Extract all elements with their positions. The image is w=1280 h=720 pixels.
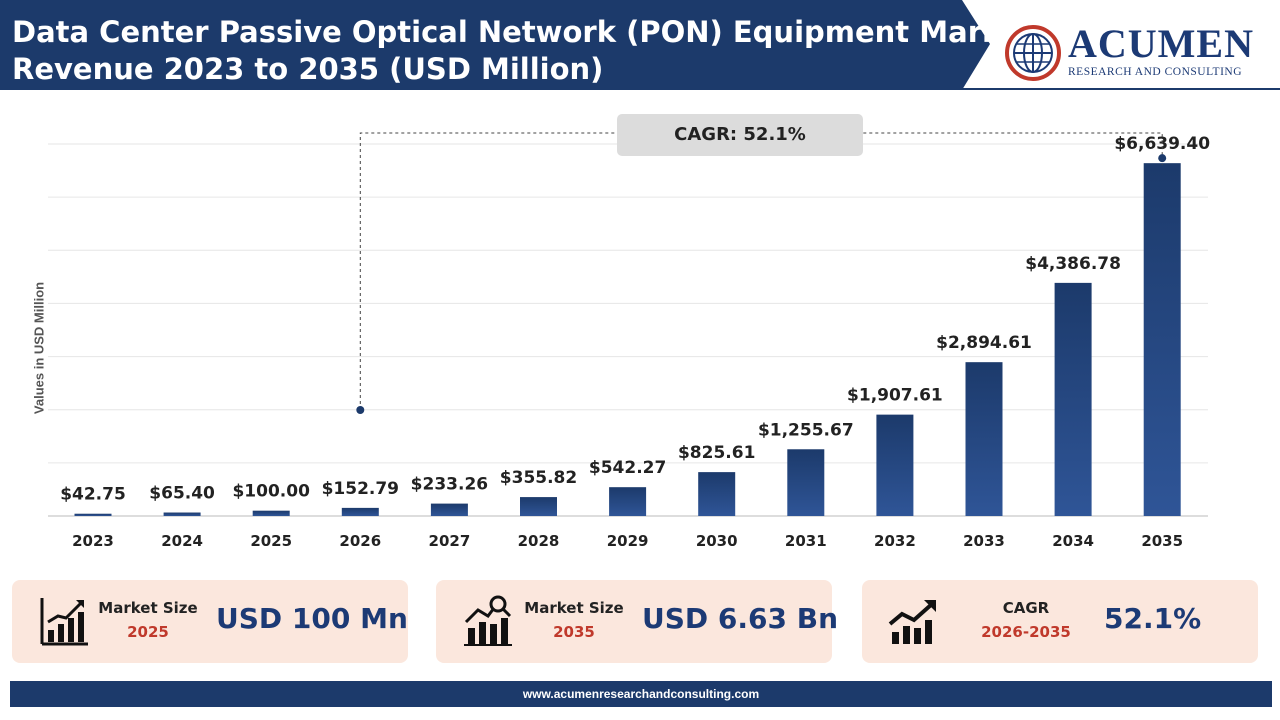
data-label: $42.75 (60, 485, 126, 505)
title-banner-shape (0, 0, 1280, 90)
card-year: 2026-2035 (981, 623, 1071, 641)
chart-title: Data Center Passive Optical Network (PON… (12, 14, 1035, 88)
x-tick-label: 2034 (1052, 532, 1094, 550)
chart-title-line1: Data Center Passive Optical Network (PON… (12, 15, 1035, 49)
chart-area: $42.75 2023 $65.40 2024 $100.00 2025 $152.79 20… (0, 92, 1280, 572)
market-size-2025-value: USD 100 Mn (216, 602, 408, 635)
x-tick-label: 2035 (1141, 532, 1183, 550)
data-label: $6,639.40 (1114, 134, 1210, 154)
cagr-connector-line (359, 132, 1163, 410)
globe-logo-icon (1005, 25, 1061, 81)
bar (74, 513, 112, 516)
bar (698, 472, 736, 516)
data-label: $233.26 (411, 475, 488, 495)
data-label: $1,907.61 (847, 386, 943, 406)
logo-subtitle: RESEARCH AND CONSULTING (1068, 66, 1243, 78)
x-tick-label: 2032 (874, 532, 916, 550)
title-banner: Data Center Passive Optical Network (PON… (0, 0, 1280, 90)
cagr-annotation: CAGR: 52.1% (617, 114, 863, 156)
data-label: $2,894.61 (936, 333, 1032, 353)
connector-start-dot (356, 406, 365, 414)
bar-chart-magnifier-icon (464, 595, 512, 646)
card-label: Market Size (98, 599, 198, 617)
bar (341, 507, 379, 516)
market-size-2025-card: Market Size 2025 USD 100 Mn (12, 580, 408, 663)
x-tick-label: 2024 (161, 532, 203, 550)
bar (430, 503, 468, 516)
x-tick-label: 2025 (250, 532, 292, 550)
x-tick-label: 2029 (607, 532, 649, 550)
y-axis-label: Values in USD Million (31, 281, 47, 415)
data-label: $542.27 (589, 458, 666, 478)
card-year: 2025 (127, 623, 169, 641)
bar (252, 510, 290, 516)
bar (876, 414, 914, 516)
chart-title-line2: Revenue 2023 to 2035 (USD Million) (12, 52, 604, 86)
x-tick-label: 2028 (518, 532, 560, 550)
market-size-2035-card: Market Size 2035 USD 6.63 Bn (436, 580, 838, 663)
bar (965, 362, 1003, 516)
x-tick-label: 2030 (696, 532, 738, 550)
x-tick-label: 2033 (963, 532, 1005, 550)
bar (787, 449, 825, 516)
data-label: $1,255.67 (758, 420, 854, 440)
data-label: $152.79 (322, 479, 399, 499)
data-label: $100.00 (232, 482, 310, 502)
connector-end-dot (1158, 154, 1167, 163)
x-tick-label: 2027 (429, 532, 471, 550)
logo-name: ACUMEN (1068, 21, 1254, 66)
x-tick-label: 2026 (339, 532, 381, 550)
cagr-value: 52.1% (1104, 602, 1202, 635)
bar (520, 497, 557, 516)
bar (609, 487, 647, 516)
x-tick-label: 2023 (72, 532, 114, 550)
bar-chart: $42.75 2023 $65.40 2024 $100.00 2025 $152.79 20… (48, 132, 1210, 550)
market-size-2025-label: Market Size 2025 (98, 596, 198, 644)
cagr-card: CAGR 2026-2035 52.1% (862, 580, 1258, 663)
bar (1143, 163, 1181, 516)
data-label: $825.61 (678, 443, 755, 463)
market-size-2035-label: Market Size 2035 (522, 596, 626, 644)
data-label: $4,386.78 (1025, 254, 1121, 274)
bar (1054, 282, 1092, 516)
card-label: Market Size (524, 599, 624, 617)
trend-up-chart-icon (888, 600, 936, 644)
company-logo: ACUMEN RESEARCH AND CONSULTING (1004, 20, 1269, 82)
data-label: $355.82 (500, 468, 577, 488)
cagr-label: CAGR 2026-2035 (966, 596, 1086, 644)
market-size-2035-value: USD 6.63 Bn (642, 602, 838, 635)
bar-chart-growth-icon (40, 598, 88, 646)
x-tick-label: 2031 (785, 532, 827, 550)
footer-url[interactable]: www.acumenresearchandconsulting.com (10, 681, 1272, 707)
card-year: 2035 (553, 623, 595, 641)
bar (163, 512, 201, 516)
card-label: CAGR (1002, 599, 1050, 617)
data-label: $65.40 (149, 484, 215, 504)
